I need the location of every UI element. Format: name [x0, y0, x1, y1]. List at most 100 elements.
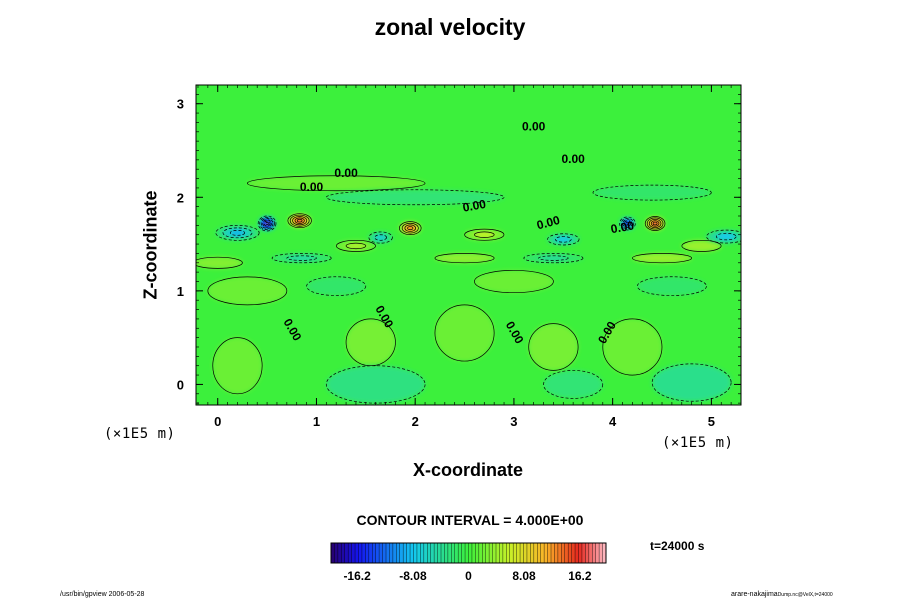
field-cell: [528, 323, 579, 371]
colorbar-cell: [599, 543, 603, 563]
colorbar-cell: [520, 543, 524, 563]
field-cell: [652, 363, 732, 402]
field-cell: [230, 230, 245, 236]
x-tick-label: 5: [708, 414, 715, 429]
field-cell: [555, 236, 572, 243]
contour-ring: [404, 224, 416, 232]
contour-ring: [259, 216, 275, 231]
field-cell: [265, 222, 269, 225]
colorbar-cell: [447, 543, 452, 563]
contour-ring: [646, 217, 664, 230]
y-tick-label: 2: [177, 190, 184, 205]
field-cell: [196, 257, 243, 269]
field-cell: [297, 219, 303, 223]
contour-ring: [538, 255, 569, 261]
colorbar-cell: [564, 543, 569, 563]
field-cell: [326, 365, 426, 404]
contour-ring: [434, 304, 495, 362]
colorbar-cell: [420, 543, 425, 563]
colorbar-cell: [451, 543, 456, 563]
colorbar-cell: [410, 543, 414, 563]
x-tick-label: 4: [609, 414, 617, 429]
contour-ring: [398, 221, 422, 236]
field-cell: [434, 304, 495, 362]
colorbar-tick-label: 16.2: [568, 569, 592, 583]
contour-ring: [271, 253, 332, 264]
colorbar-cell: [331, 543, 335, 563]
contour-label: 0.00: [561, 152, 585, 166]
colorbar-cell: [492, 543, 497, 563]
colorbar-cell: [533, 543, 538, 563]
colorbar-cell: [485, 543, 490, 563]
contour-ring: [681, 239, 722, 252]
contour-label: 0.00: [535, 213, 561, 233]
contour-label: 0.00: [610, 218, 636, 236]
colorbar-cell: [496, 543, 500, 563]
colorbar: -16.2 -8.08 0 8.08 16.2: [330, 542, 607, 583]
contour-ring: [547, 233, 580, 246]
colorbar-cell: [389, 543, 394, 563]
colorbar-cell: [471, 543, 476, 563]
colorbar-cell: [585, 543, 590, 563]
field-cell: [346, 243, 366, 249]
colorbar-cell: [561, 543, 566, 563]
colorbar-cell: [540, 543, 545, 563]
contour-ring: [474, 231, 495, 238]
x-tick-label: 1: [313, 414, 320, 429]
contour-ring: [715, 232, 737, 241]
z-unit-label: (×1E5 m): [104, 426, 176, 442]
colorbar-cell: [406, 543, 411, 563]
contour-ring: [287, 213, 312, 229]
field-cell: [592, 185, 712, 201]
field-cell: [434, 253, 495, 263]
contour-ring: [222, 227, 253, 239]
colorbar-cell: [348, 543, 352, 563]
colorbar-cell: [557, 543, 562, 563]
colorbar-cell: [475, 543, 480, 563]
footer-right-small: Dump.nc@VelX,t=24000: [777, 592, 833, 598]
colorbar-cell: [416, 543, 421, 563]
colorbar-cell: [386, 543, 390, 563]
contour-ring: [345, 318, 396, 367]
axes: 0 1 2 3 4 5 0 1 2 3: [177, 85, 742, 429]
contour-ring: [644, 216, 666, 231]
colorbar-cell: [547, 543, 552, 563]
colorbar-cell: [554, 543, 559, 563]
colorbar-cell: [341, 543, 346, 563]
field-cell: [212, 337, 263, 394]
colorbar-cell: [392, 543, 397, 563]
field-cell: [306, 276, 366, 296]
colorbar-cell: [375, 543, 380, 563]
contour-label: 0.00: [462, 197, 488, 215]
colorbar-cell: [502, 543, 507, 563]
field-cell: [407, 226, 413, 230]
contour-ring: [289, 214, 310, 227]
colorbar-cell: [489, 543, 493, 563]
colorbar-cell: [337, 543, 342, 563]
colorbar-cell: [437, 543, 442, 563]
contour-ring: [407, 226, 414, 231]
contour-ring: [555, 236, 572, 243]
colorbar-cell: [458, 543, 462, 563]
colorbar-cell: [526, 543, 531, 563]
colorbar-cell: [396, 543, 401, 563]
field-cell: [286, 255, 317, 261]
colorbar-cell: [434, 543, 438, 563]
field-cell: [474, 270, 554, 293]
field-cell: [602, 318, 662, 376]
colorbar-cell: [544, 543, 548, 563]
colorbar-frame: [330, 542, 607, 564]
field-cell: [207, 276, 287, 305]
field-cell: [326, 189, 505, 205]
colorbar-tick-label: 0: [465, 569, 472, 583]
footer-left: /usr/bin/gpview 2006-05-28: [60, 591, 145, 598]
chart-title: zonal velocity: [374, 14, 526, 40]
colorbar-cell: [516, 543, 521, 563]
colorbar-cell: [509, 543, 514, 563]
colorbar-cell: [361, 543, 366, 563]
contour-ring: [325, 189, 505, 206]
field-cell: [247, 175, 426, 191]
colorbar-cell: [602, 543, 607, 563]
colorbar-cell: [372, 543, 376, 563]
